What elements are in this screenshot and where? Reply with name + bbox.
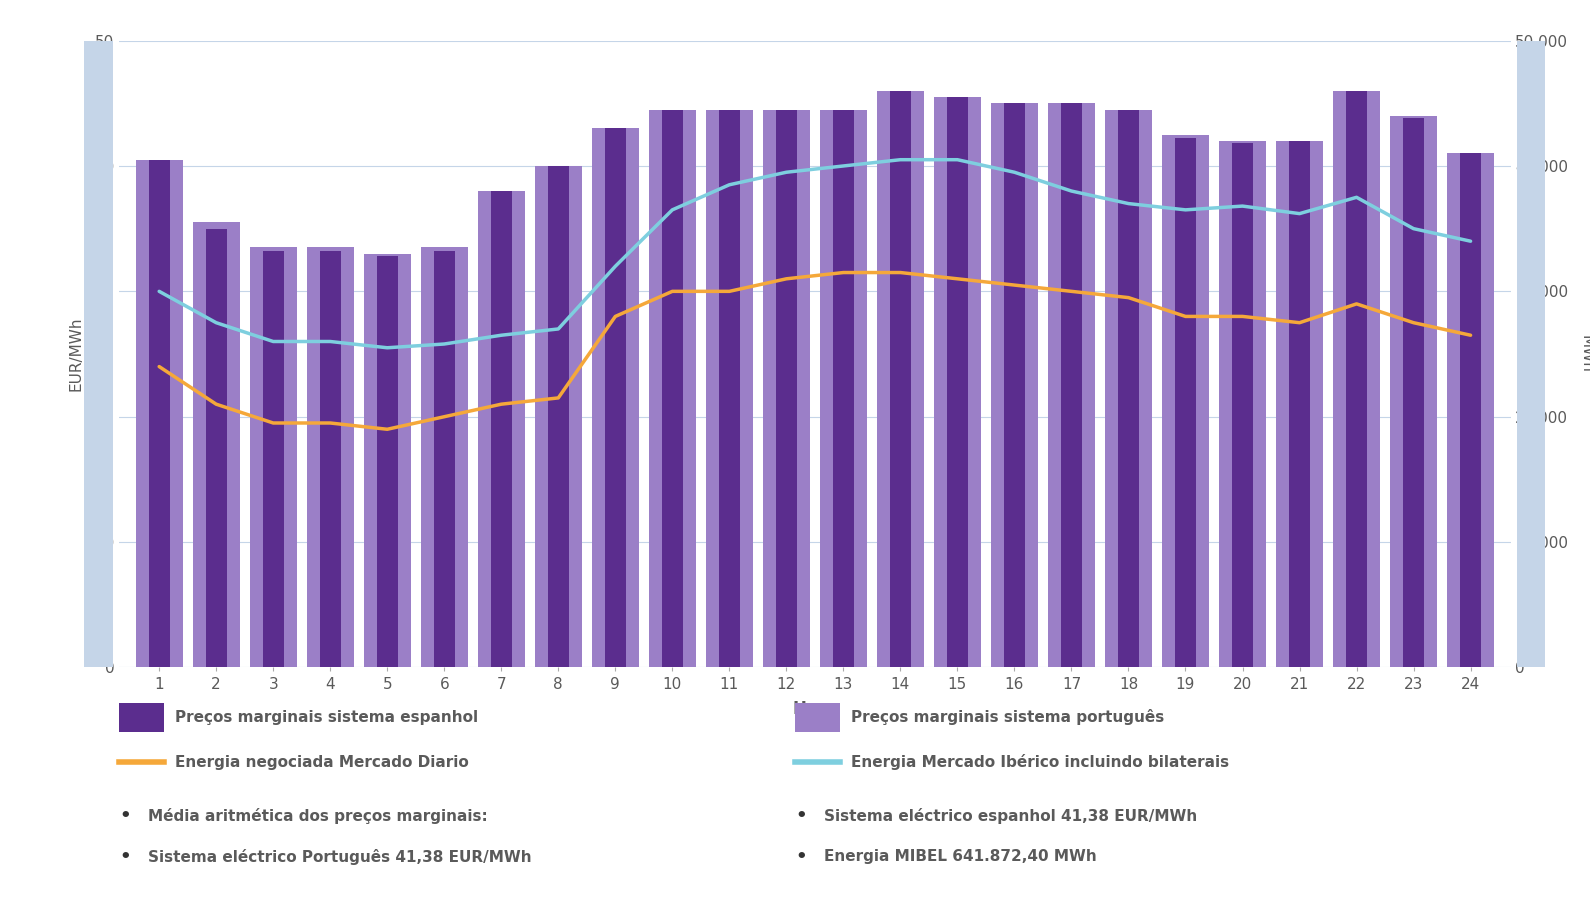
Bar — [192, 223, 240, 667]
Bar — [148, 160, 170, 667]
Bar — [135, 160, 183, 667]
Bar — [661, 109, 682, 667]
Bar — [1402, 118, 1425, 667]
Bar — [991, 104, 1038, 667]
Bar — [890, 91, 911, 667]
Bar — [307, 247, 353, 667]
Bar — [534, 166, 582, 667]
Bar — [1277, 141, 1323, 667]
Bar — [878, 91, 924, 667]
Text: Energia MIBEL 641.872,40 MWh: Energia MIBEL 641.872,40 MWh — [824, 850, 1097, 864]
Bar — [1220, 141, 1266, 667]
Bar — [933, 97, 981, 667]
Text: Preços marginais sistema português: Preços marginais sistema português — [851, 709, 1164, 725]
Bar — [948, 97, 968, 667]
Bar — [1390, 115, 1437, 667]
Text: Média aritmética dos preços marginais:: Média aritmética dos preços marginais: — [148, 808, 488, 824]
Bar — [421, 247, 467, 667]
Text: •: • — [795, 848, 806, 866]
Bar — [1232, 143, 1253, 667]
Bar — [1447, 153, 1495, 667]
Y-axis label: MWh: MWh — [1579, 336, 1590, 373]
Text: •: • — [119, 848, 130, 866]
Text: Sistema eléctrico espanhol 41,38 EUR/MWh: Sistema eléctrico espanhol 41,38 EUR/MWh — [824, 808, 1197, 824]
Bar — [1118, 109, 1138, 667]
Bar — [591, 128, 639, 667]
Bar — [205, 228, 227, 667]
Bar — [706, 109, 752, 667]
Bar — [1105, 109, 1151, 667]
Bar — [1003, 104, 1026, 667]
Text: •: • — [119, 807, 130, 825]
Text: •: • — [795, 807, 806, 825]
Text: Sistema eléctrico Português 41,38 EUR/MWh: Sistema eléctrico Português 41,38 EUR/MW… — [148, 849, 531, 865]
Bar — [262, 252, 283, 667]
Bar — [1061, 104, 1081, 667]
Text: Preços marginais sistema espanhol: Preços marginais sistema espanhol — [175, 710, 479, 724]
Bar — [1460, 153, 1482, 667]
Bar — [820, 109, 867, 667]
Bar — [763, 109, 809, 667]
Bar — [1289, 141, 1310, 667]
Bar — [250, 247, 297, 667]
Bar — [833, 109, 854, 667]
Bar — [549, 166, 569, 667]
Bar — [604, 128, 626, 667]
Text: Energia Mercado Ibérico incluindo bilaterais: Energia Mercado Ibérico incluindo bilate… — [851, 754, 1229, 770]
Y-axis label: EUR/MWh: EUR/MWh — [68, 317, 84, 391]
Bar — [1162, 134, 1208, 667]
Bar — [649, 109, 696, 667]
Bar — [479, 191, 525, 667]
Bar — [776, 109, 797, 667]
Bar — [1175, 138, 1196, 667]
Bar — [377, 256, 398, 667]
Bar — [1332, 91, 1380, 667]
Bar — [364, 253, 410, 667]
Bar — [320, 252, 340, 667]
Bar — [491, 191, 512, 667]
Bar — [1048, 104, 1096, 667]
Bar — [434, 252, 455, 667]
Text: Energia negociada Mercado Diario: Energia negociada Mercado Diario — [175, 755, 469, 769]
X-axis label: Hora: Hora — [792, 700, 838, 718]
Bar — [1347, 91, 1367, 667]
Bar — [719, 109, 739, 667]
